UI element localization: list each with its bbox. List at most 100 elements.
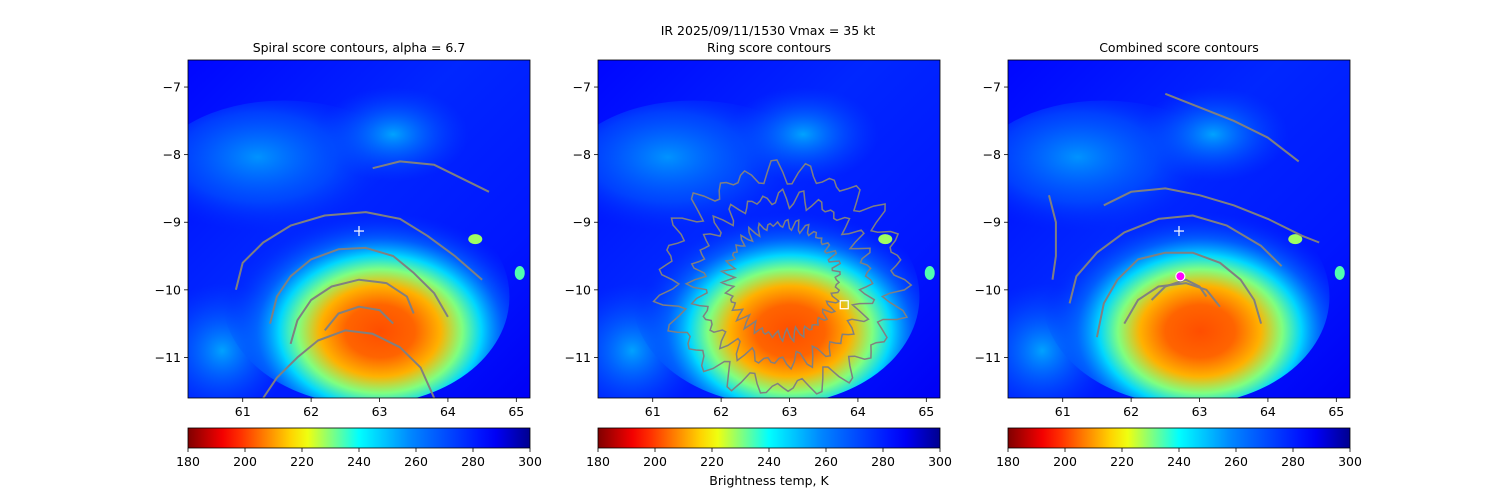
spiral-title: Spiral score contours, alpha = 6.7 xyxy=(253,40,466,55)
ring-score-contour xyxy=(684,187,876,371)
colorbar-label: Brightness temp, K xyxy=(709,473,829,488)
combined-title: Combined score contours xyxy=(1099,40,1259,55)
convective-cell xyxy=(1334,265,1345,280)
score-contour xyxy=(1068,214,1283,304)
storm-cloud-mass xyxy=(632,188,920,398)
y-tick-label: −11 xyxy=(975,350,1001,365)
colorbar-tick-label: 260 xyxy=(814,454,838,469)
colorbar-tick-label: 200 xyxy=(233,454,257,469)
score-contour xyxy=(1103,187,1320,244)
colorbar-tick-label: 200 xyxy=(1053,454,1077,469)
convective-cell xyxy=(878,234,893,245)
colorbar-tick-label: 180 xyxy=(586,454,610,469)
center-fix-marker xyxy=(1175,271,1186,282)
score-contour xyxy=(262,329,436,398)
x-tick-label: 65 xyxy=(1328,404,1344,419)
axes-frame xyxy=(1007,59,1351,399)
ring-panel: Ring score contours 61 62 63 64 65 −7 −8 −9 −10 −1… xyxy=(565,40,952,469)
colorbar-tick-label: 180 xyxy=(176,454,200,469)
convective-cell xyxy=(1288,234,1303,245)
x-tick-label: 65 xyxy=(918,404,934,419)
ring-colorbar xyxy=(597,427,941,449)
y-tick-label: −11 xyxy=(565,350,591,365)
y-tick-label: −11 xyxy=(155,350,181,365)
storm-cloud-mass xyxy=(1042,188,1330,398)
colorbar-tick-label: 240 xyxy=(1167,454,1191,469)
x-tick-label: 62 xyxy=(713,404,729,419)
y-tick-label: −7 xyxy=(573,80,591,95)
score-contour xyxy=(372,160,490,193)
convective-cell xyxy=(468,234,483,245)
x-tick-label: 61 xyxy=(1055,404,1071,419)
x-tick-label: 63 xyxy=(1192,404,1208,419)
cloud-band xyxy=(1137,87,1289,182)
x-tick-label: 61 xyxy=(645,404,661,419)
spiral-colorbar xyxy=(187,427,531,449)
colorbar-tick-label: 220 xyxy=(1110,454,1134,469)
combined-ir-image xyxy=(1008,60,1350,398)
spiral-panel: Spiral score contours, alpha = 6.7 61 62 63… xyxy=(155,40,542,469)
spiral-ir-image xyxy=(188,60,530,398)
figure-suptitle: IR 2025/09/11/1530 Vmax = 35 kt xyxy=(661,23,876,38)
ring-ir-image xyxy=(598,60,940,398)
x-tick-label: 63 xyxy=(782,404,798,419)
colorbar-tick-label: 300 xyxy=(518,454,542,469)
colorbar-tick-label: 280 xyxy=(871,454,895,469)
x-tick-label: 64 xyxy=(850,404,866,419)
y-tick-label: −9 xyxy=(163,215,181,230)
score-contour xyxy=(289,278,415,345)
y-tick-label: −9 xyxy=(573,215,591,230)
colorbar-tick-label: 180 xyxy=(996,454,1020,469)
colorbar-tick-label: 200 xyxy=(643,454,667,469)
score-contour xyxy=(234,211,483,291)
first-guess-plus-marker xyxy=(1174,226,1184,237)
y-tick-label: −9 xyxy=(983,215,1001,230)
y-tick-label: −8 xyxy=(163,147,181,162)
first-guess-plus-marker xyxy=(354,226,364,237)
colorbar-tick-label: 300 xyxy=(928,454,952,469)
x-tick-label: 61 xyxy=(235,404,251,419)
y-tick-label: −7 xyxy=(983,80,1001,95)
combined-colorbar xyxy=(1007,427,1351,449)
colorbar-tick-label: 260 xyxy=(1224,454,1248,469)
y-tick-label: −8 xyxy=(573,147,591,162)
colorbar-tick-label: 220 xyxy=(290,454,314,469)
axes-frame xyxy=(597,59,941,399)
y-tick-label: −10 xyxy=(155,282,181,297)
colorbar-tick-label: 220 xyxy=(700,454,724,469)
colorbar-tick-label: 240 xyxy=(347,454,371,469)
score-contour xyxy=(324,305,394,332)
axes-frame xyxy=(187,59,531,399)
score-contour xyxy=(1150,278,1208,301)
colorbar-tick-label: 280 xyxy=(461,454,485,469)
colorbar-tick-label: 300 xyxy=(1338,454,1362,469)
y-tick-label: −8 xyxy=(983,147,1001,162)
ring-score-contour xyxy=(652,159,913,395)
y-tick-label: −7 xyxy=(163,80,181,95)
x-tick-label: 64 xyxy=(440,404,456,419)
convective-cell xyxy=(514,265,525,280)
x-tick-label: 63 xyxy=(372,404,388,419)
score-contour xyxy=(1164,92,1300,163)
convective-cell xyxy=(924,265,935,280)
ring-score-contour xyxy=(719,218,842,344)
colorbar-tick-label: 260 xyxy=(404,454,428,469)
cloud-band xyxy=(317,87,469,182)
x-tick-label: 65 xyxy=(508,404,524,419)
score-contour xyxy=(1048,194,1057,280)
y-tick-label: −10 xyxy=(975,282,1001,297)
score-contour xyxy=(269,246,449,324)
best-ring-marker xyxy=(839,300,849,310)
x-tick-label: 64 xyxy=(1260,404,1276,419)
colorbar-tick-label: 280 xyxy=(1281,454,1305,469)
x-tick-label: 62 xyxy=(1123,404,1139,419)
x-tick-label: 62 xyxy=(303,404,319,419)
cloud-band xyxy=(727,87,879,182)
storm-cloud-mass xyxy=(222,188,510,398)
combined-panel: Combined score contours 61 62 63 64 65 −7 −8 −9 −… xyxy=(975,40,1362,469)
y-tick-label: −10 xyxy=(565,282,591,297)
ring-title: Ring score contours xyxy=(707,40,831,55)
score-contour xyxy=(1095,251,1263,338)
colorbar-tick-label: 240 xyxy=(757,454,781,469)
